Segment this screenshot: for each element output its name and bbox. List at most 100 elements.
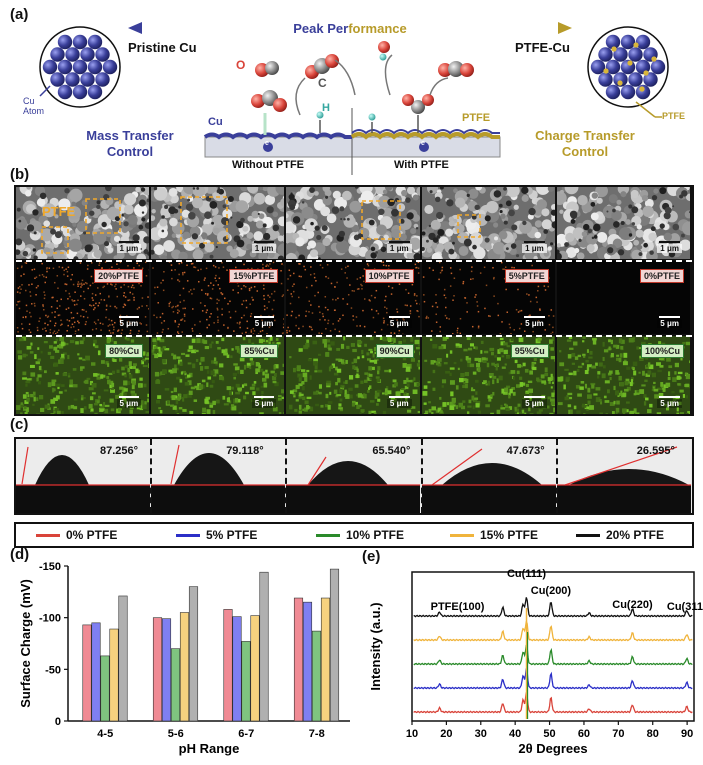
tangent-line — [307, 456, 327, 486]
x-tick-label: 70 — [612, 728, 624, 740]
panel-label-a: (a) — [10, 6, 29, 23]
scale-bar: 5 μm — [251, 396, 277, 408]
tangent-line — [431, 448, 482, 486]
ptfe-eds-map: 20%PTFE 5 μm — [16, 261, 150, 334]
scale-bar: 1 μm — [657, 241, 682, 253]
bar-0-ptfe — [223, 609, 233, 722]
cu-atom-icon — [72, 84, 88, 100]
cu-atom-icon — [72, 59, 88, 75]
legend-label: 15% PTFE — [480, 528, 539, 542]
ptfe-cu-layer — [351, 129, 500, 135]
x-tick-label: 5-6 — [168, 728, 184, 740]
cu-atom-icon — [620, 84, 636, 100]
scale-bar: 5 μm — [386, 396, 412, 408]
ptfe-layer — [350, 132, 500, 140]
legend-label: 20% PTFE — [606, 528, 665, 542]
electron-label-left: e — [265, 140, 269, 147]
h-atom — [316, 111, 324, 119]
bar-10-ptfe — [170, 648, 181, 722]
electron-left — [263, 142, 273, 152]
ptfe-pointer — [635, 101, 656, 118]
cu-percentage-badge: 85%Cu — [240, 344, 279, 358]
scale-bar: 5 μm — [116, 316, 142, 328]
xrd-series-20-ptfe — [413, 597, 693, 618]
cu-atom-icon — [635, 84, 651, 100]
cu-layer — [203, 132, 352, 140]
legend-swatch — [450, 534, 474, 538]
ptfe-particle-icon — [627, 60, 633, 66]
ptfe-particle-icon — [643, 70, 649, 76]
bar-10-ptfe — [100, 655, 110, 722]
water-droplet — [35, 455, 89, 485]
legend-swatch — [176, 534, 200, 538]
cu-percentage-badge: 95%Cu — [510, 344, 549, 358]
x-tick-label: 50 — [543, 728, 555, 740]
contact-angle-image: 47.673° — [421, 439, 557, 513]
bar-5-ptfe — [161, 618, 172, 722]
peak-label: Cu(111) — [507, 568, 546, 580]
legend-entry: 5% PTFE — [176, 528, 257, 542]
peak-performance-text: Peak Performance — [293, 21, 406, 36]
bar-20-ptfe — [118, 595, 128, 722]
with-ptfe-label: With PTFE — [394, 159, 449, 171]
bar-5-ptfe — [302, 601, 313, 722]
tangent-line — [21, 446, 29, 485]
y-tick-label: -100 — [39, 613, 61, 625]
panel-label-c: (c) — [10, 416, 29, 433]
pristine-cu-label: Pristine Cu — [128, 40, 197, 55]
cu-atom-icon — [50, 47, 65, 62]
peak-label: Cu(220) — [612, 599, 653, 611]
bar-0-ptfe — [293, 597, 304, 722]
label-o: O — [236, 58, 246, 72]
bar-0-ptfe — [152, 617, 163, 722]
legend-label: 5% PTFE — [206, 528, 258, 542]
peak-label: PTFE(100) — [431, 601, 485, 613]
cu-atom-icon — [87, 34, 103, 50]
ptfe-particle-icon — [633, 42, 639, 48]
contact-angle-value: 79.118° — [226, 445, 264, 457]
ptfe-percentage-badge: 15%PTFE — [229, 269, 279, 283]
xrd-series-10-ptfe — [413, 644, 693, 666]
x-tick-label: 40 — [509, 728, 521, 740]
mass-transfer-label: Mass Transfer Control — [86, 128, 174, 159]
cu-atom-icon — [628, 47, 643, 62]
x-tick-label: 7-8 — [309, 728, 325, 740]
arrow-head-right — [558, 22, 572, 34]
label-ptfe: PTFE — [462, 112, 491, 124]
cu-atom-icon — [102, 59, 118, 75]
cu-atom-icon — [50, 72, 65, 87]
contact-angle-image: 79.118° — [151, 439, 286, 513]
ptfe-eds-map: 10%PTFE 5 μm — [286, 261, 420, 334]
adsorbed-molecule-right — [402, 94, 434, 114]
peak-label: Cu(311) — [667, 601, 703, 613]
cu-atom-icon — [613, 47, 628, 62]
ptfe-particle-icon — [639, 86, 645, 92]
ptfe-highlight-box — [85, 198, 121, 234]
reaction-arrow-3 — [384, 54, 393, 96]
cu-atom-icon — [605, 59, 621, 75]
ptfe-cu-label: PTFE-Cu — [515, 40, 570, 55]
scale-bar: 5 μm — [386, 316, 412, 328]
ptfe-percentage-badge: 0%PTFE — [639, 269, 684, 283]
without-ptfe-label: Without PTFE — [232, 159, 304, 171]
image-divider — [285, 439, 288, 513]
image-divider — [555, 439, 558, 513]
panel-label-b: (b) — [10, 166, 30, 183]
x-tick-label: 90 — [681, 728, 693, 740]
legend-label: 0% PTFE — [66, 528, 118, 542]
cu-percentage-badge: 100%Cu — [640, 344, 684, 358]
y-tick-label: -150 — [39, 561, 61, 573]
ptfe-particle-icon — [651, 56, 657, 62]
ptfe-eds-map: 5%PTFE 5 μm — [421, 261, 555, 334]
legend-entry: 20% PTFE — [576, 528, 664, 542]
x-tick-label: 20 — [440, 728, 452, 740]
ptfe-highlight-box — [361, 200, 402, 240]
cu-atom-icon — [605, 34, 621, 50]
cu-atom-icon — [590, 59, 606, 75]
scale-bar: 5 μm — [251, 316, 277, 328]
co2-molecule-left — [255, 61, 279, 77]
scale-bar: 5 μm — [657, 396, 682, 408]
cu-eds-map: 85%Cu 5 μm — [151, 336, 285, 414]
label-ptfe-right: PTFE — [662, 111, 686, 121]
xrd-series-5-ptfe — [413, 668, 693, 690]
